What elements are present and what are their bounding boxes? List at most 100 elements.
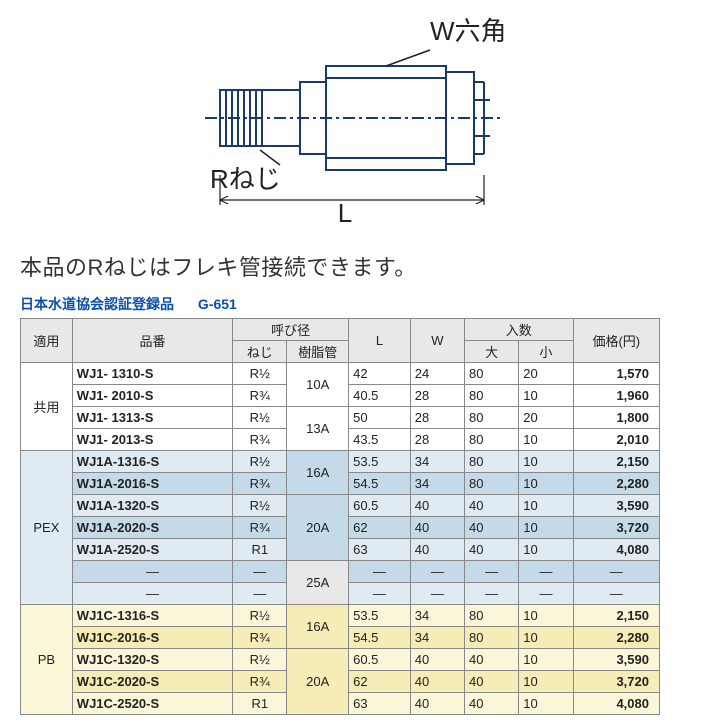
- table-row: PB WJ1C-1316-S R½ 16A 53.5 34 80 10 2,15…: [21, 605, 660, 627]
- cell-part: —: [72, 583, 232, 605]
- cell-small: 10: [519, 627, 573, 649]
- cell-price: 3,590: [573, 495, 659, 517]
- cell-part: WJ1- 1310-S: [72, 363, 232, 385]
- cell-small: 10: [519, 649, 573, 671]
- cell-price: 4,080: [573, 539, 659, 561]
- cell-price: 4,080: [573, 693, 659, 715]
- cell-part: WJ1- 1313-S: [72, 407, 232, 429]
- cell-l: 43.5: [349, 429, 411, 451]
- cell-part: WJ1A-2020-S: [72, 517, 232, 539]
- cell-thread: R¾: [233, 627, 287, 649]
- cell-part: WJ1A-2520-S: [72, 539, 232, 561]
- cell-w: 28: [410, 429, 464, 451]
- table-header-row: 適用 品番 呼び径 L W 入数 価格(円): [21, 319, 660, 341]
- th-big: 大: [465, 341, 519, 363]
- cell-price: —: [573, 561, 659, 583]
- cell-thread: R1: [233, 693, 287, 715]
- cell-thread: R½: [233, 495, 287, 517]
- cell-big: 80: [465, 473, 519, 495]
- cell-price: 3,720: [573, 517, 659, 539]
- note-text: 本品のRねじはフレキ管接続できます。: [20, 250, 700, 282]
- cell-part: WJ1C-1316-S: [72, 605, 232, 627]
- cell-w: 28: [410, 407, 464, 429]
- cell-w: 40: [410, 495, 464, 517]
- cell-price: 3,590: [573, 649, 659, 671]
- group-pb: PB: [21, 605, 73, 715]
- cell-small: 10: [519, 385, 573, 407]
- cell-small: 10: [519, 495, 573, 517]
- cell-w: 34: [410, 451, 464, 473]
- cell-thread: R¾: [233, 671, 287, 693]
- cell-pipe: 20A: [287, 649, 349, 715]
- th-app: 適用: [21, 319, 73, 363]
- certification-line: 日本水道協会認証登録品 G-651: [20, 294, 700, 314]
- cell-thread: R½: [233, 363, 287, 385]
- cell-part: WJ1C-2016-S: [72, 627, 232, 649]
- cell-price: 1,800: [573, 407, 659, 429]
- cell-price: 2,280: [573, 627, 659, 649]
- cell-l: 53.5: [349, 451, 411, 473]
- cell-w: 40: [410, 539, 464, 561]
- cell-big: 80: [465, 605, 519, 627]
- th-pipe: 樹脂管: [287, 341, 349, 363]
- cell-w: 40: [410, 693, 464, 715]
- cell-big: 80: [465, 627, 519, 649]
- cell-small: 10: [519, 671, 573, 693]
- cell-price: 2,010: [573, 429, 659, 451]
- cell-l: 53.5: [349, 605, 411, 627]
- cell-small: 10: [519, 517, 573, 539]
- cell-w: 28: [410, 385, 464, 407]
- cell-price: —: [573, 583, 659, 605]
- cell-l: 54.5: [349, 473, 411, 495]
- cell-w: —: [410, 561, 464, 583]
- cell-pipe: 10A: [287, 363, 349, 407]
- cell-big: 40: [465, 671, 519, 693]
- cell-thread: —: [233, 561, 287, 583]
- cell-part: WJ1C-2020-S: [72, 671, 232, 693]
- group-common: 共用: [21, 363, 73, 451]
- fitting-diagram: W六角 Rねじ L: [20, 10, 700, 240]
- cell-big: 80: [465, 407, 519, 429]
- cell-l: 63: [349, 539, 411, 561]
- cell-thread: R¾: [233, 473, 287, 495]
- cell-part: WJ1C-2520-S: [72, 693, 232, 715]
- cell-l: 62: [349, 671, 411, 693]
- label-w: W六角: [430, 16, 507, 46]
- cell-thread: R¾: [233, 385, 287, 407]
- cell-big: 80: [465, 451, 519, 473]
- cell-l: 54.5: [349, 627, 411, 649]
- label-r: Rねじ: [210, 164, 281, 194]
- cell-big: 40: [465, 693, 519, 715]
- cell-big: 40: [465, 517, 519, 539]
- table-row: WJ1A-1320-S R½ 20A 60.5 40 40 10 3,590: [21, 495, 660, 517]
- cell-pipe: 16A: [287, 451, 349, 495]
- cell-price: 2,150: [573, 451, 659, 473]
- cell-small: 10: [519, 539, 573, 561]
- cell-pipe: 16A: [287, 605, 349, 649]
- cert-prefix: 日本水道協会認証登録品: [20, 296, 174, 312]
- cell-l: 60.5: [349, 649, 411, 671]
- cell-small: —: [519, 583, 573, 605]
- cell-w: 34: [410, 473, 464, 495]
- cell-small: —: [519, 561, 573, 583]
- cell-price: 1,570: [573, 363, 659, 385]
- th-small: 小: [519, 341, 573, 363]
- cell-l: —: [349, 583, 411, 605]
- cell-l: 50: [349, 407, 411, 429]
- cell-thread: —: [233, 583, 287, 605]
- cell-price: 1,960: [573, 385, 659, 407]
- cell-big: 40: [465, 495, 519, 517]
- cell-small: 10: [519, 605, 573, 627]
- cell-price: 2,280: [573, 473, 659, 495]
- cell-w: 40: [410, 671, 464, 693]
- cell-thread: R½: [233, 451, 287, 473]
- cell-small: 20: [519, 363, 573, 385]
- th-thread: ねじ: [233, 341, 287, 363]
- cell-part: WJ1- 2013-S: [72, 429, 232, 451]
- cell-price: 2,150: [573, 605, 659, 627]
- cell-w: 40: [410, 649, 464, 671]
- cell-big: 40: [465, 539, 519, 561]
- cell-part: WJ1A-2016-S: [72, 473, 232, 495]
- cell-thread: R¾: [233, 517, 287, 539]
- th-part: 品番: [72, 319, 232, 363]
